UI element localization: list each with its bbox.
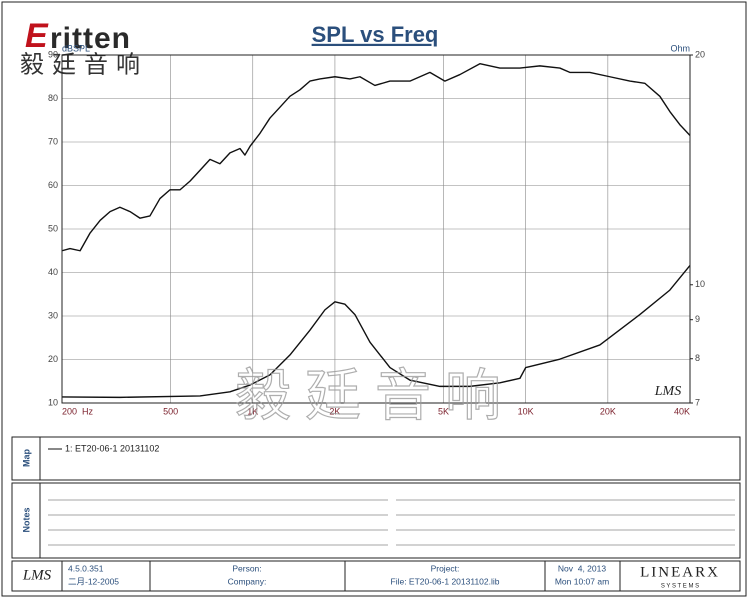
y2-tick-label: 10 [695,279,705,289]
y-tick-label: 30 [48,310,58,320]
build-date: 二月-12-2005 [68,576,119,586]
legend-entry: 1: ET20-06-1 20131102 [65,443,159,453]
lms-mark: LMS [654,384,681,399]
brand: LINEARX [640,564,720,580]
person: Person: [232,563,261,573]
y-tick-label: 60 [48,180,58,190]
y2-tick-label: 8 [695,353,700,363]
map-label: Map [21,448,31,467]
y2-tick-label: 7 [695,397,700,407]
x-tick-label: 10K [518,406,534,416]
logo: ritten [50,22,131,55]
y2-tick-label: 9 [695,314,700,324]
footer-lms: LMS [22,567,52,583]
x-tick-label: 500 [163,406,178,416]
x-tick-label: 200 Hz [62,406,94,416]
version: 4.5.0.351 [68,563,104,573]
brand-sub: S Y S T E M S [661,584,699,590]
y-tick-label: 10 [48,397,58,407]
plot: 200 Hz 500 1K 2K 5K 10K 20K 40K 10 20 30 40 50 60 70 80… [48,49,705,416]
x-tick-label: 20K [600,406,616,416]
y-tick-label: 80 [48,93,58,103]
x-tick-label: 40K [674,406,690,416]
map-panel [11,436,741,481]
x-tick-label: 5K [438,406,449,416]
file: File: ET20-06-1 20131102.lib [391,576,500,586]
chart-title: SPL vs Freq [312,22,439,47]
footer [11,560,741,592]
note-lines [48,499,735,546]
y-axis-label: dBSPL [62,43,90,53]
y2-tick-label: 20 [695,49,705,59]
y-tick-label: 70 [48,136,58,146]
x-tick-label: 2K [329,406,340,416]
x-tick-label: 1K [247,406,258,416]
logo-watermark: 毅廷音响 [20,51,148,78]
series-line [61,63,691,252]
series-line [61,265,691,399]
logo-mark: E [25,17,49,55]
date: Nov 4, 2013 [558,563,606,573]
y-tick-label: 50 [48,223,58,233]
y-tick-label: 20 [48,354,58,364]
notes-label: Notes [21,507,31,532]
footer-dividers [61,561,621,591]
y-tick-label: 40 [48,267,58,277]
plot-frame [61,54,691,404]
project: Project: [431,563,460,573]
notes-panel [11,482,741,559]
y-tick-label: 90 [48,49,58,59]
watermark: 毅廷音响 [235,364,515,427]
time: Mon 10:07 am [555,576,609,586]
company: Company: [228,576,267,586]
y2-axis-label: Ohm [670,43,690,53]
